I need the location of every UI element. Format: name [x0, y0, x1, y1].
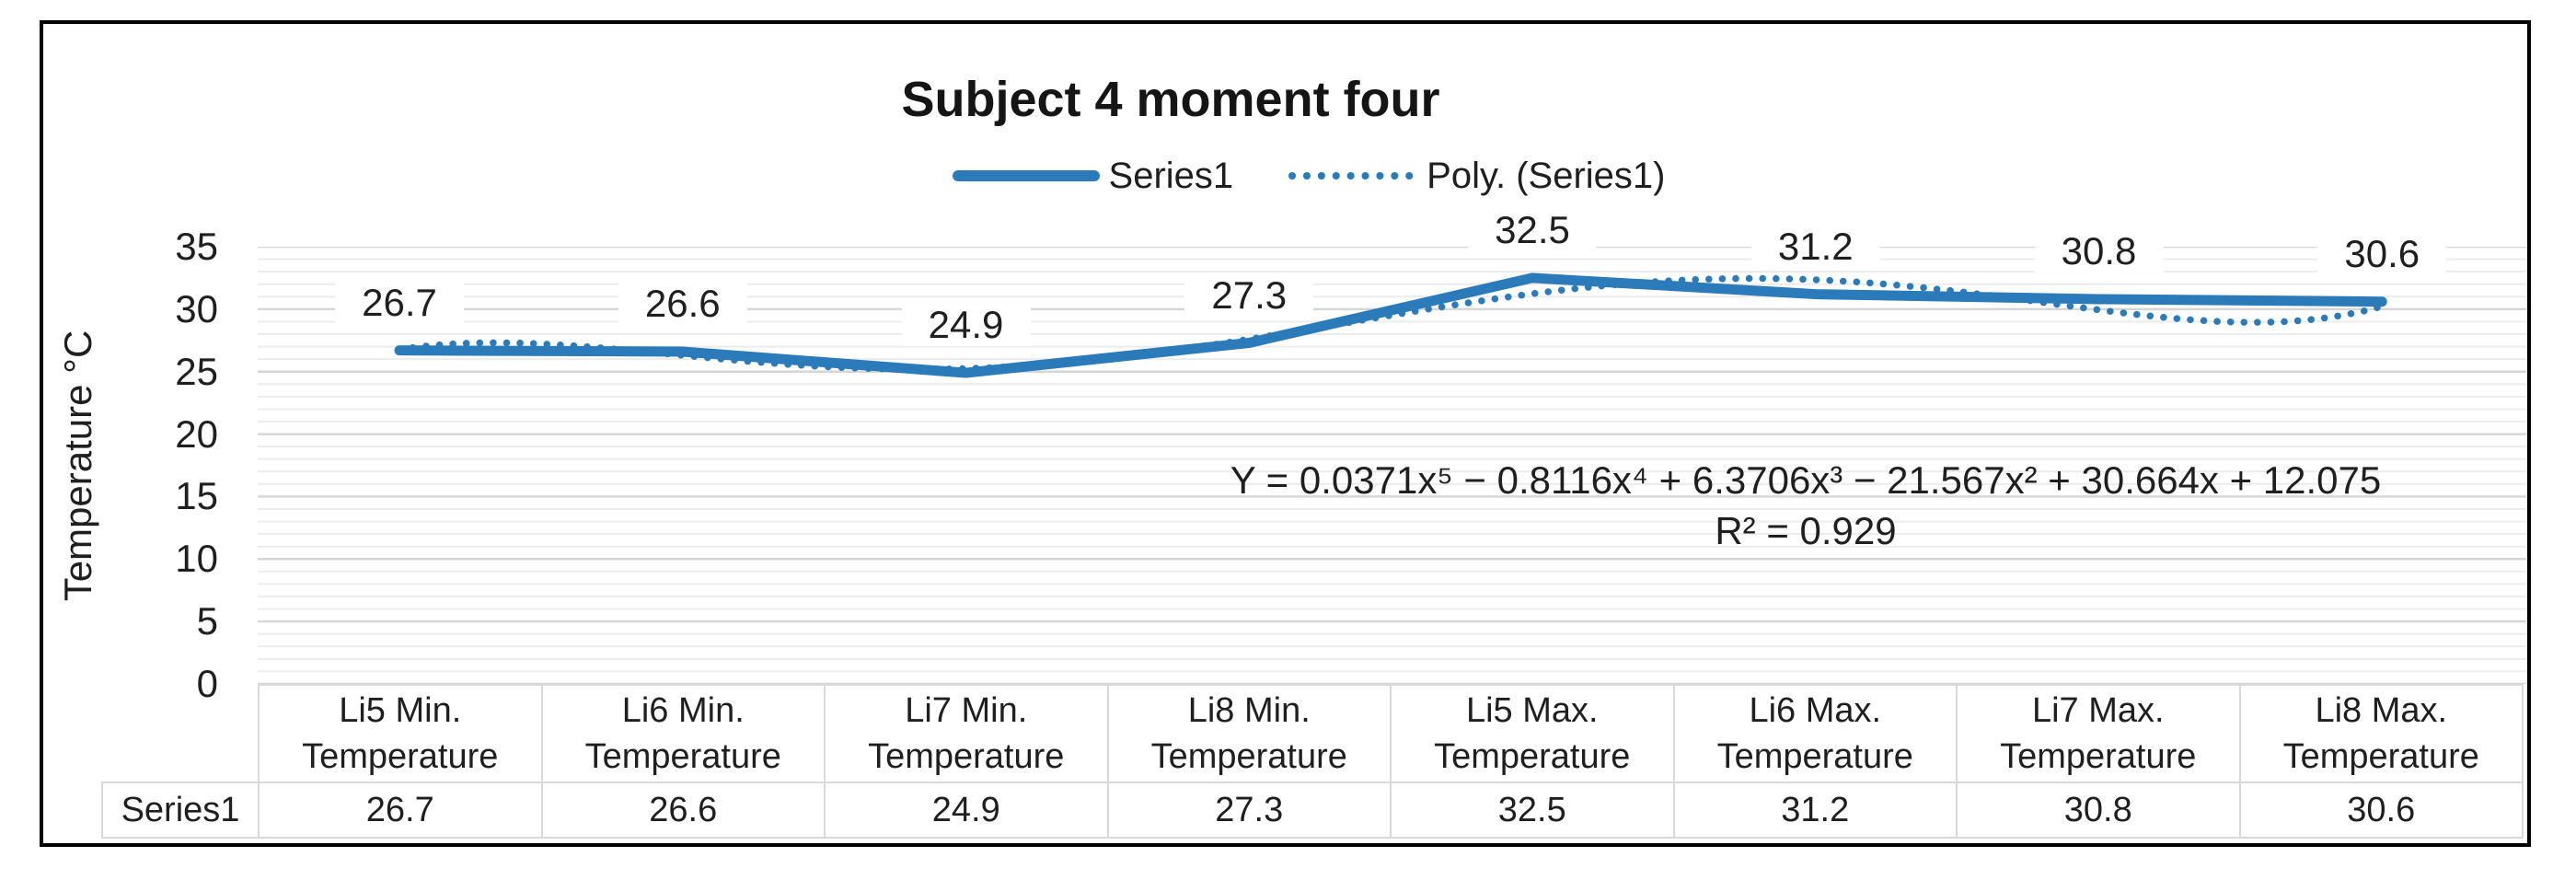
table-value-cell: 32.5 [1390, 782, 1675, 839]
data-label: 26.6 [618, 283, 747, 325]
dotted-line-swatch-icon [1288, 172, 1415, 179]
table-header-cell: Li8 Min. Temperature [1106, 684, 1392, 783]
legend-item-series1[interactable]: Series1 [952, 155, 1234, 197]
table-header-cell: Li5 Max. Temperature [1390, 684, 1675, 783]
data-label: 27.3 [1184, 273, 1314, 317]
table-header-cell: Li6 Max. Temperature [1672, 684, 1958, 783]
table-value-cell: 26.7 [258, 782, 543, 839]
plot-area[interactable] [258, 247, 2526, 684]
trendline-annotation: Y = 0.0371x⁵ − 0.8116x⁴ + 6.3706x³ − 21.… [1115, 455, 2496, 556]
table-row-header: Series1 [101, 782, 260, 839]
chart-title: Subject 4 moment four [901, 72, 1440, 127]
y-tick-label: 0 [196, 662, 218, 705]
chart-object[interactable]: Subject 4 moment four Series1 Poly. (Ser… [40, 20, 2531, 847]
data-label: 31.2 [1750, 225, 1880, 268]
y-tick-label: 25 [175, 349, 218, 393]
table-value-cell: 30.6 [2238, 782, 2524, 839]
data-label: 30.8 [2034, 230, 2164, 272]
solid-line-swatch-icon [952, 170, 1100, 181]
legend-label: Series1 [1108, 155, 1234, 196]
table-value-cell: 26.6 [540, 782, 826, 839]
legend-item-poly-trendline[interactable]: Poly. (Series1) [1287, 156, 1665, 197]
table-header-cell: Li7 Min. Temperature [824, 684, 1109, 783]
data-label: 24.9 [901, 304, 1031, 347]
legend-label: Poly. (Series1) [1427, 155, 1666, 196]
table-value-cell: 27.3 [1106, 782, 1392, 839]
trendline-dotted [396, 274, 2386, 373]
y-axis-title: Temperature °C [56, 330, 99, 602]
table-value-cell: 30.8 [1956, 782, 2241, 839]
y-tick-label: 30 [175, 286, 218, 330]
table-value-row: Series1 26.7 26.6 24.9 27.3 32.5 31.2 30.8 30.6 [101, 782, 2524, 839]
table-header-cell: Li5 Min. Temperature [258, 684, 543, 783]
table-header-cell: Li8 Max. Temperature [2238, 684, 2524, 783]
table-value-cell: 31.2 [1672, 782, 1958, 839]
table-value-cell: 24.9 [824, 782, 1109, 839]
data-label: 32.5 [1468, 208, 1597, 251]
trendline-r-squared: R² = 0.929 [1715, 509, 1897, 552]
trendline-equation: Y = 0.0371x⁵ − 0.8116x⁴ + 6.3706x³ − 21.… [1230, 458, 2382, 502]
table-header-cell: Li6 Min. Temperature [540, 684, 826, 783]
series-line [394, 272, 2387, 378]
data-label: 30.6 [2317, 232, 2447, 275]
chart-legend: Series1 Poly. (Series1) [931, 153, 1686, 199]
table-header-cell: Li7 Max. Temperature [1956, 684, 2241, 783]
data-label: 26.7 [335, 281, 464, 324]
table-corner-cell [102, 685, 259, 782]
y-tick-label: 5 [196, 599, 218, 643]
y-tick-label: 35 [175, 225, 218, 268]
y-tick-label: 20 [175, 411, 218, 456]
chart-data-table: Li5 Min. Temperature Li6 Min. Temperature… [101, 684, 2524, 839]
table-header-row: Li5 Min. Temperature Li6 Min. Temperature… [102, 684, 2524, 783]
y-tick-label: 10 [175, 537, 218, 581]
y-tick-label: 15 [175, 474, 218, 518]
